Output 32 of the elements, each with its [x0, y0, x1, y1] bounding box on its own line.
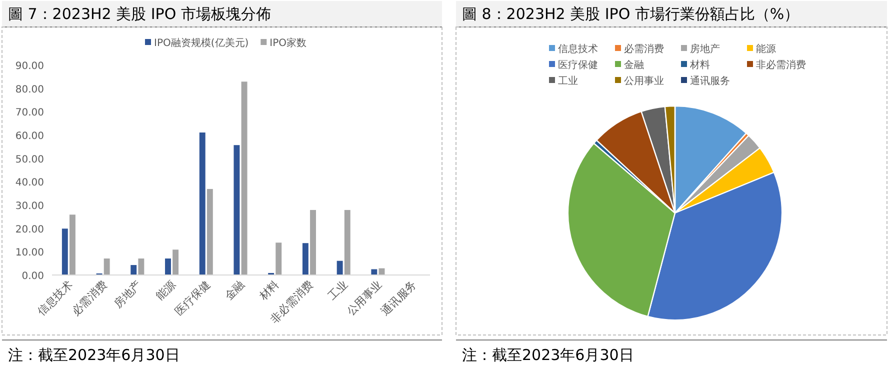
y-tick-label: 30.00: [15, 201, 44, 212]
legend-label: 金融: [624, 59, 644, 71]
x-tick-label: 能源: [154, 278, 178, 303]
legend-label: 信息技术: [558, 43, 598, 55]
text: 注：截至2023年6月30日: [8, 346, 180, 364]
chart-title: 圖 7：2023H2 美股 IPO 市場板塊分佈: [8, 5, 271, 23]
legend-label: 工业: [558, 75, 578, 87]
legend-label: IPO融资规模(亿美元): [154, 37, 249, 49]
legend-label: 医疗保健: [558, 59, 598, 71]
legend-label: 房地产: [690, 43, 720, 55]
y-tick-label: 20.00: [15, 224, 44, 236]
y-tick-label: 90.00: [15, 61, 44, 72]
text: 注：截至2023年6月30日: [462, 346, 634, 364]
legend-label: 能源: [756, 43, 776, 55]
x-tick-label: 工业: [325, 278, 350, 303]
y-tick-label: 0.00: [22, 271, 44, 282]
chart-title: 圖 8：2023H2 美股 IPO 市場行業份額占比（%）: [462, 5, 800, 23]
y-tick-label: 70.00: [15, 108, 44, 119]
y-tick-label: 40.00: [15, 178, 44, 189]
y-tick-label: 50.00: [15, 154, 44, 166]
x-tick-label: 房地产: [112, 278, 144, 310]
legend-label: 材料: [689, 59, 710, 71]
x-tick-label: 材料: [256, 278, 282, 304]
legend-label: 通讯服务: [690, 75, 730, 87]
y-tick-label: 80.00: [15, 84, 44, 96]
legend-label: IPO家数: [270, 37, 307, 49]
y-tick-label: 60.00: [15, 131, 44, 142]
legend-label: 公用事业: [624, 75, 664, 87]
x-tick-label: 金融: [222, 278, 248, 303]
y-tick-label: 10.00: [15, 248, 44, 259]
legend-label: 必需消费: [624, 43, 664, 55]
legend-label: 非必需消费: [756, 59, 806, 71]
